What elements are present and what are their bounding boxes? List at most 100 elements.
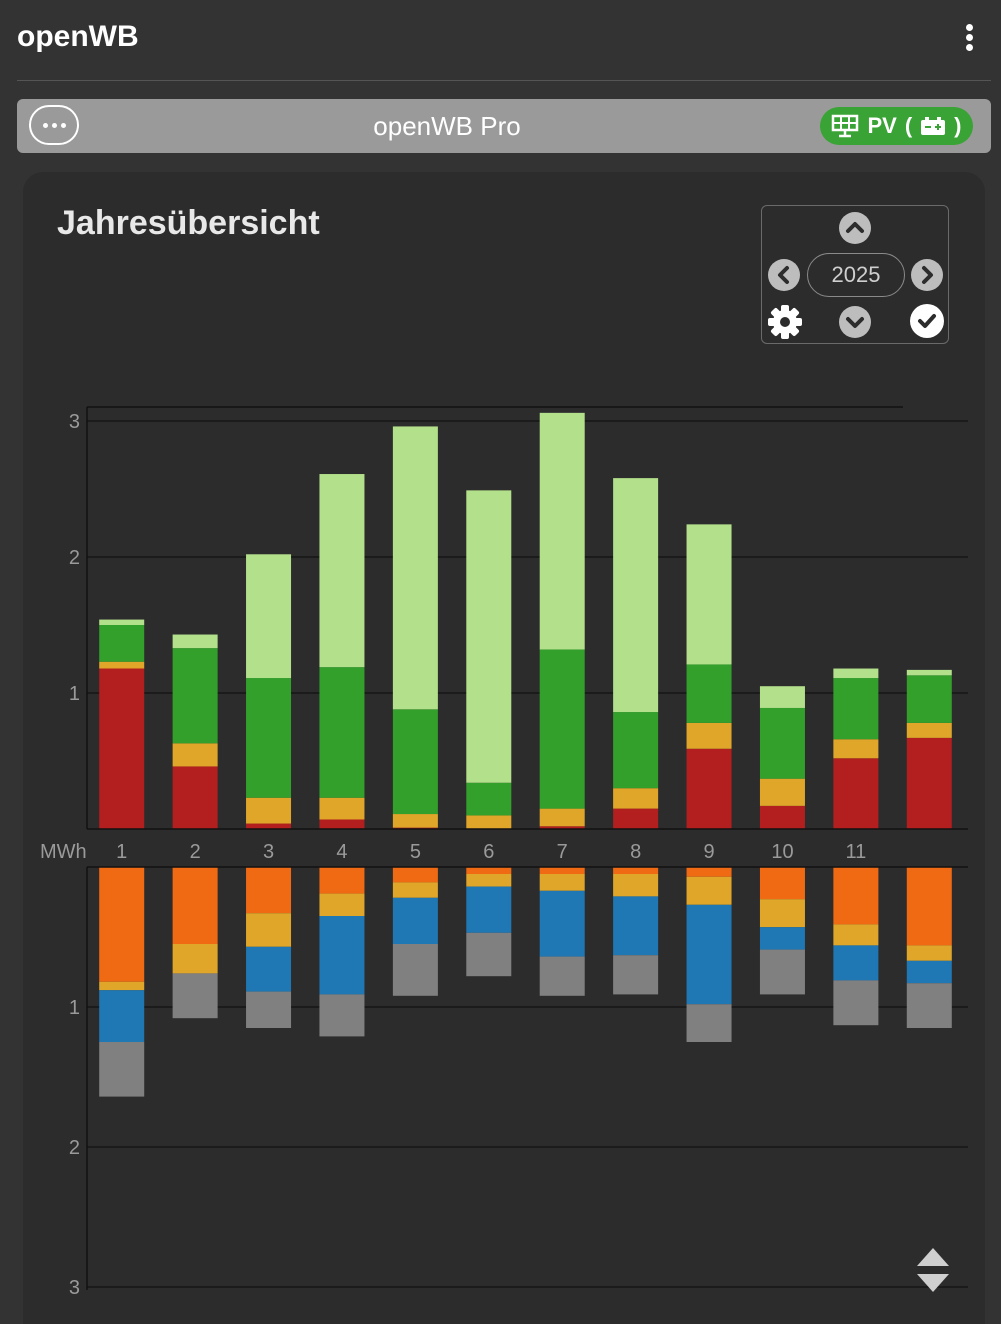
bar-upper-battery_charge bbox=[319, 797, 365, 820]
app-title: openWB bbox=[17, 20, 139, 53]
bar-upper-grid_import bbox=[246, 823, 292, 829]
bar-lower-house bbox=[686, 1004, 732, 1042]
bar-lower-grid_export bbox=[172, 867, 218, 944]
bar-lower-house bbox=[466, 932, 512, 977]
next-year-button[interactable] bbox=[911, 259, 943, 291]
bar-lower-grid_export bbox=[686, 867, 732, 877]
bar-lower-charging bbox=[466, 886, 512, 933]
more-options-button[interactable] bbox=[29, 105, 79, 145]
x-tick-label: 11 bbox=[845, 841, 866, 863]
bar-upper-grid_import bbox=[172, 766, 218, 829]
bar-upper-battery_charge bbox=[613, 788, 659, 809]
bar-upper-self_consumption bbox=[613, 712, 659, 789]
bar-upper-self_consumption bbox=[833, 678, 879, 740]
bar-lower-house bbox=[613, 955, 659, 995]
x-tick-label: 2 bbox=[190, 841, 201, 863]
bar-upper-battery_charge bbox=[686, 722, 732, 749]
bar-upper-pv bbox=[686, 524, 732, 665]
battery-icon bbox=[921, 117, 946, 135]
bar-lower-charging bbox=[246, 946, 292, 992]
device-name: openWB Pro bbox=[373, 111, 521, 141]
bar-upper-grid_import bbox=[99, 668, 145, 829]
bar-upper-grid_import bbox=[686, 748, 732, 829]
bar-upper-self_consumption bbox=[466, 782, 512, 816]
bar-lower-battery_charge bbox=[466, 874, 512, 887]
bar-lower-charging bbox=[99, 990, 145, 1042]
bar-upper-self_consumption bbox=[246, 678, 292, 798]
x-tick-label: 1 bbox=[116, 841, 127, 863]
chevron-left-icon bbox=[778, 266, 789, 284]
device-header[interactable]: openWB Pro PV ( ) bbox=[17, 99, 991, 153]
upper-y-tick-label: 1 bbox=[69, 683, 80, 705]
bar-lower-grid_export bbox=[392, 867, 438, 883]
bar-lower-charging bbox=[759, 927, 805, 950]
bar-upper-self_consumption bbox=[319, 667, 365, 798]
bar-lower-house bbox=[172, 973, 218, 1019]
bar-upper-grid_import bbox=[319, 819, 365, 829]
x-tick-label: 8 bbox=[630, 841, 641, 863]
bar-lower-charging bbox=[319, 916, 365, 995]
bar-upper-pv bbox=[833, 668, 879, 679]
kebab-menu-icon[interactable] bbox=[958, 24, 980, 54]
increase-year-button[interactable] bbox=[839, 212, 871, 244]
bar-upper-battery_charge bbox=[172, 743, 218, 767]
bar-upper-grid_import bbox=[613, 808, 659, 829]
x-tick-label: 4 bbox=[336, 841, 347, 863]
bar-upper-self_consumption bbox=[99, 625, 145, 662]
bar-lower-battery_charge bbox=[392, 882, 438, 898]
bar-lower-grid_export bbox=[466, 867, 512, 874]
bar-lower-battery_charge bbox=[172, 944, 218, 974]
bar-lower-grid_export bbox=[319, 867, 365, 894]
bar-lower-grid_export bbox=[613, 867, 659, 874]
bar-upper-self_consumption bbox=[906, 675, 952, 723]
lower-y-tick-label: 3 bbox=[69, 1277, 80, 1299]
bar-lower-battery_charge bbox=[539, 874, 585, 891]
date-picker: 2025 bbox=[761, 205, 949, 344]
bar-lower-charging bbox=[906, 960, 952, 984]
header-divider bbox=[17, 80, 991, 81]
sort-toggle-icon[interactable] bbox=[913, 1246, 953, 1294]
pv-mode-badge[interactable]: PV ( ) bbox=[820, 107, 973, 145]
x-tick-label: 3 bbox=[263, 841, 274, 863]
x-tick-label: 6 bbox=[483, 841, 494, 863]
bar-upper-pv bbox=[246, 554, 292, 679]
chevron-right-icon bbox=[922, 266, 933, 284]
bar-upper-self_consumption bbox=[539, 649, 585, 809]
bar-upper-battery_charge bbox=[539, 808, 585, 827]
bar-upper-pv bbox=[99, 619, 145, 625]
x-tick-label: 9 bbox=[703, 841, 714, 863]
unit-label: MWh bbox=[40, 841, 87, 863]
bar-lower-grid_export bbox=[246, 867, 292, 914]
x-tick-label: 5 bbox=[410, 841, 421, 863]
pv-badge-label: PV bbox=[867, 113, 897, 138]
lower-y-tick-label: 1 bbox=[69, 997, 80, 1019]
bar-lower-house bbox=[246, 991, 292, 1028]
bar-lower-charging bbox=[686, 904, 732, 1005]
bar-lower-house bbox=[539, 956, 585, 996]
bar-lower-house bbox=[833, 980, 879, 1026]
bar-lower-charging bbox=[539, 890, 585, 957]
bar-lower-grid_export bbox=[99, 867, 145, 982]
bar-upper-grid_import bbox=[833, 758, 879, 829]
x-tick-label: 7 bbox=[557, 841, 568, 863]
bar-lower-charging bbox=[613, 896, 659, 956]
bar-lower-house bbox=[759, 949, 805, 995]
bar-upper-grid_import bbox=[539, 826, 585, 829]
year-display[interactable]: 2025 bbox=[807, 253, 905, 297]
decrease-year-button[interactable] bbox=[839, 306, 871, 338]
bar-lower-house bbox=[392, 944, 438, 996]
bar-upper-pv bbox=[613, 478, 659, 713]
bar-upper-pv bbox=[392, 426, 438, 710]
bar-upper-pv bbox=[759, 686, 805, 708]
confirm-check-button[interactable] bbox=[910, 304, 944, 338]
bar-lower-battery_charge bbox=[686, 876, 732, 905]
bar-upper-self_consumption bbox=[759, 707, 805, 779]
upper-y-tick-label: 3 bbox=[69, 411, 80, 433]
bar-upper-grid_import bbox=[906, 737, 952, 829]
settings-gear-icon[interactable] bbox=[767, 304, 803, 340]
previous-year-button[interactable] bbox=[768, 259, 800, 291]
check-icon bbox=[918, 314, 936, 328]
bar-lower-grid_export bbox=[906, 867, 952, 946]
bar-upper-battery_charge bbox=[833, 739, 879, 759]
